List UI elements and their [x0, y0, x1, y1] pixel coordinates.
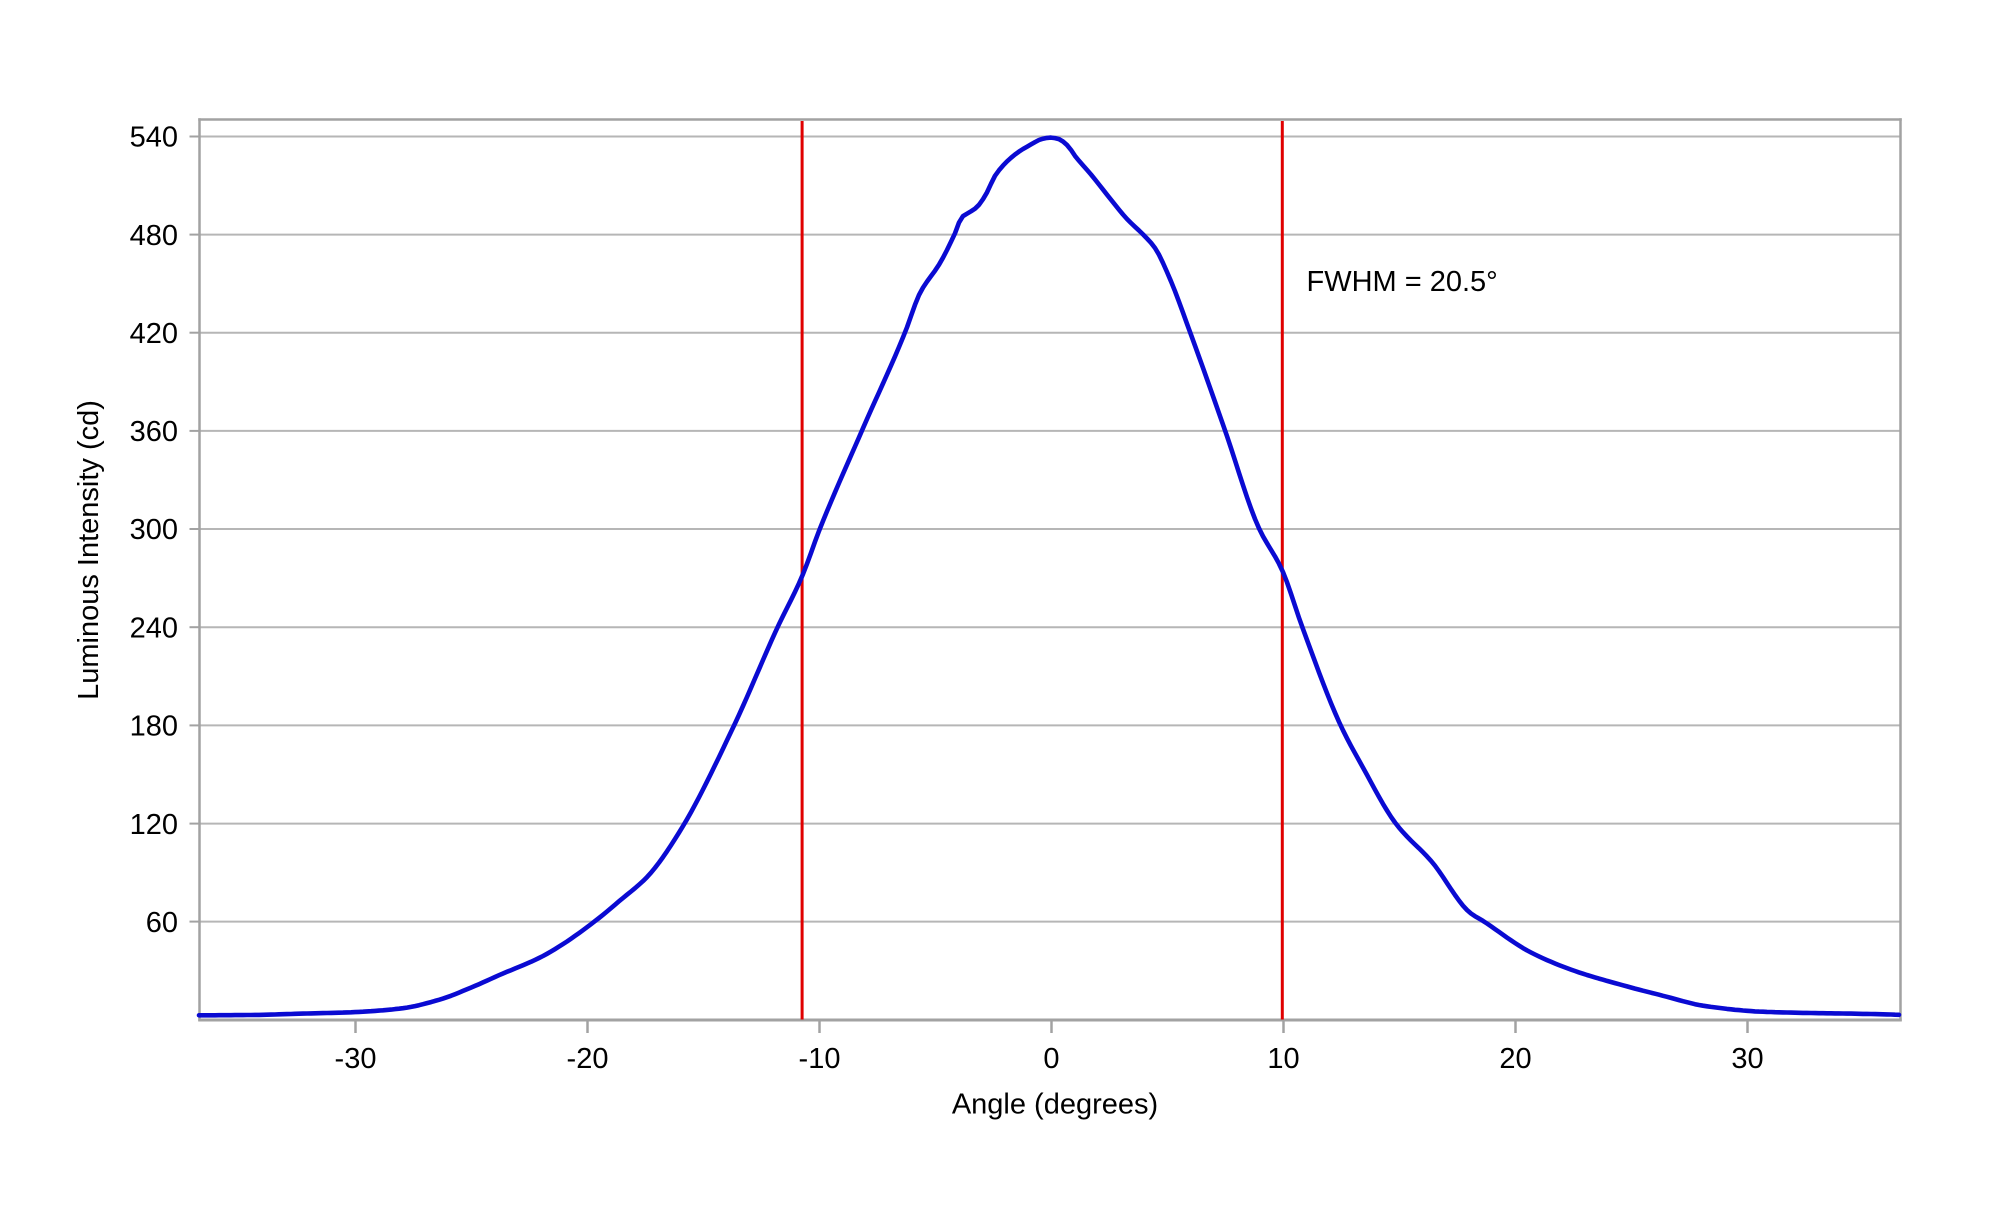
- svg-text:420: 420: [130, 318, 178, 350]
- svg-text:30: 30: [1731, 1043, 1763, 1075]
- svg-text:Luminous Intensity (cd): Luminous Intensity (cd): [73, 400, 105, 700]
- svg-text:360: 360: [130, 416, 178, 448]
- svg-text:10: 10: [1267, 1043, 1299, 1075]
- svg-text:480: 480: [130, 220, 178, 252]
- svg-text:120: 120: [130, 809, 178, 841]
- svg-text:-20: -20: [567, 1043, 609, 1075]
- svg-text:300: 300: [130, 514, 178, 546]
- svg-text:240: 240: [130, 612, 178, 644]
- svg-text:Angle (degrees): Angle (degrees): [952, 1089, 1158, 1121]
- svg-text:-30: -30: [335, 1043, 377, 1075]
- svg-text:0: 0: [1043, 1043, 1059, 1075]
- svg-text:60: 60: [146, 907, 178, 939]
- svg-text:FWHM = 20.5°: FWHM = 20.5°: [1307, 266, 1498, 298]
- svg-text:20: 20: [1499, 1043, 1531, 1075]
- svg-text:180: 180: [130, 711, 178, 743]
- svg-text:-10: -10: [799, 1043, 841, 1075]
- svg-text:540: 540: [130, 122, 178, 154]
